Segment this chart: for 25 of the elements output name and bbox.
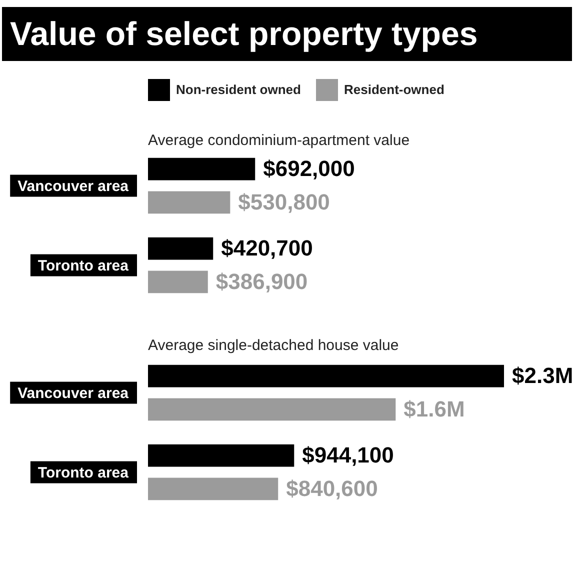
chart-title: Value of select property types bbox=[2, 7, 572, 61]
y-tick-label: Toronto area bbox=[38, 464, 130, 482]
bar bbox=[148, 191, 230, 214]
bar bbox=[148, 444, 294, 467]
data-label: $692,000 bbox=[263, 156, 355, 182]
bar bbox=[148, 478, 278, 500]
legend-label: Resident-owned bbox=[344, 82, 444, 97]
bar bbox=[148, 270, 208, 294]
chart-subtitle: Average single-detached house value bbox=[148, 337, 399, 354]
legend-label: Non-resident owned bbox=[176, 82, 302, 97]
y-tick-label: Vancouver area bbox=[18, 384, 130, 402]
data-label: $2.3M bbox=[512, 363, 574, 388]
data-label: $386,900 bbox=[216, 268, 308, 294]
data-label: $530,800 bbox=[238, 189, 330, 214]
data-label: $1.6M bbox=[404, 396, 465, 422]
data-label: $420,700 bbox=[221, 236, 313, 261]
y-tick-label: Toronto area bbox=[38, 257, 130, 274]
bar bbox=[148, 364, 504, 388]
bar bbox=[148, 398, 396, 421]
data-label: $840,600 bbox=[286, 476, 378, 501]
data-label: $944,100 bbox=[302, 442, 394, 468]
bar bbox=[148, 158, 256, 180]
bar bbox=[148, 237, 214, 260]
chart-subtitle: Average condominium-apartment value bbox=[148, 132, 410, 149]
y-tick-label: Vancouver area bbox=[18, 178, 130, 195]
